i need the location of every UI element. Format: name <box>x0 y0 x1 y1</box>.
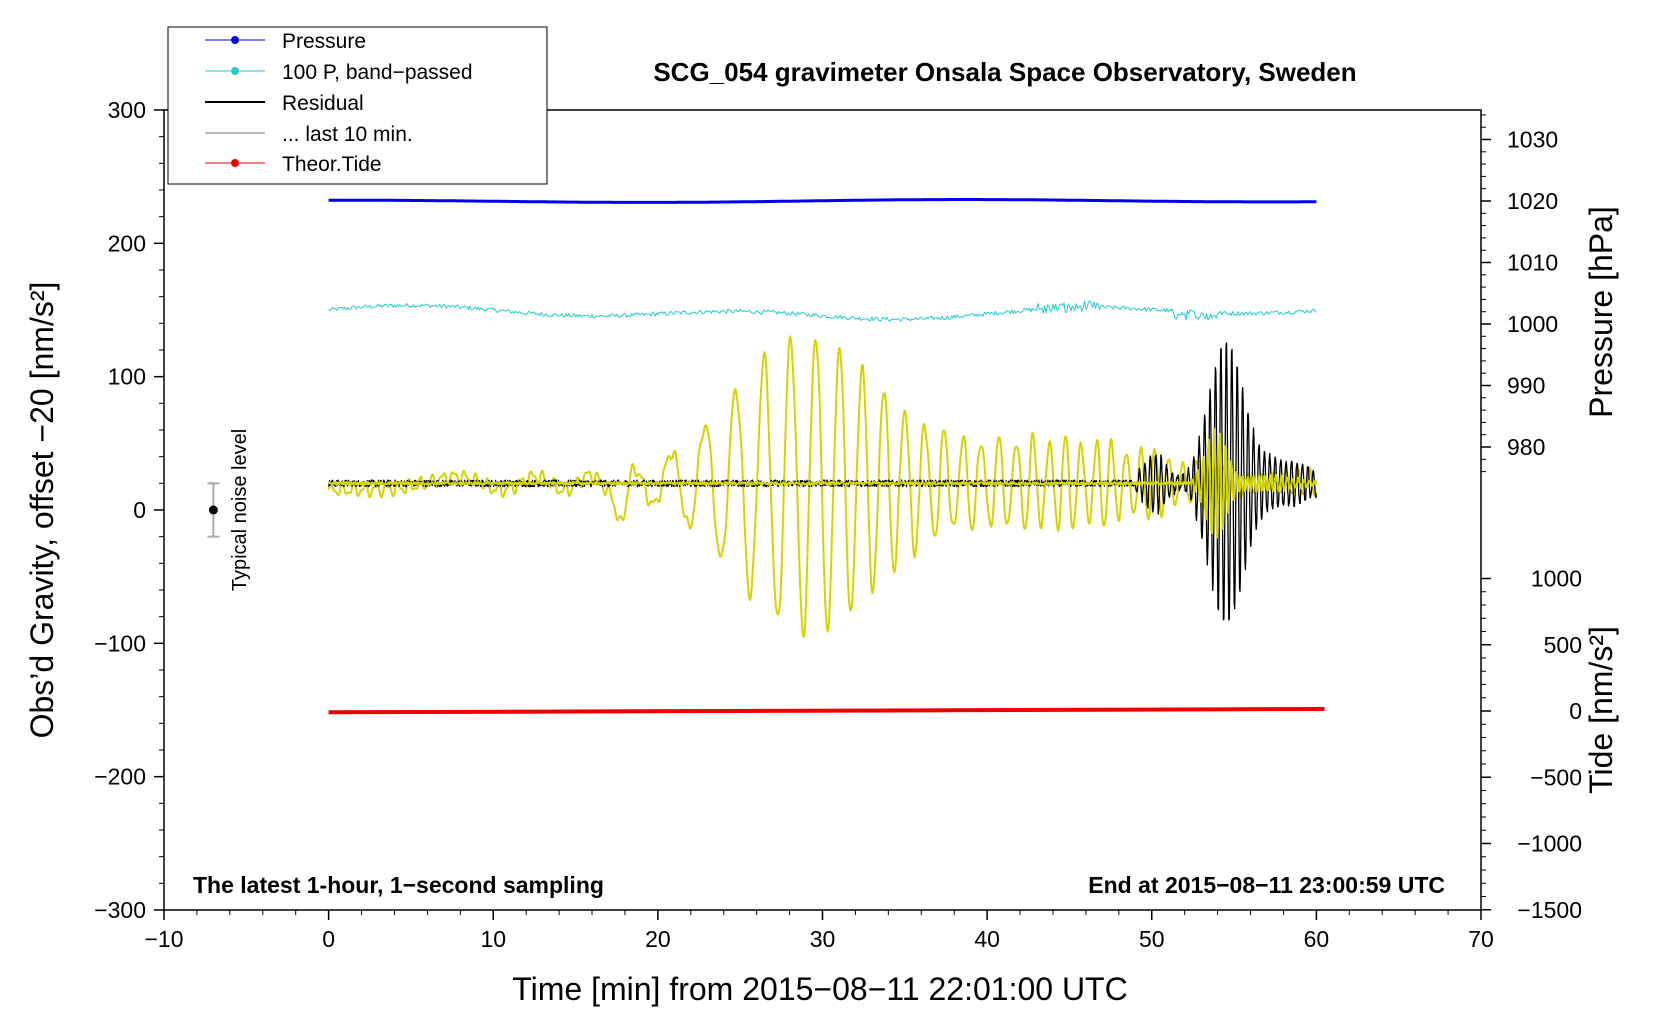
pressure-tick-label: 980 <box>1507 434 1545 460</box>
pressure-tick-label: 1030 <box>1507 127 1558 153</box>
tide-axis-ticks: 1000 500 0 −500 −1000 −1500 <box>1481 566 1582 923</box>
tide-tick-label: −1500 <box>1517 897 1582 923</box>
legend-item-pressure: Pressure <box>205 30 366 53</box>
y-tick-label: 100 <box>108 364 146 390</box>
legend-label-bandpassed: 100 P, band−passed <box>282 61 473 84</box>
x-axis-ticks: −10 0 10 20 30 40 50 60 70 <box>144 910 1494 952</box>
x-tick-label: 0 <box>322 926 335 952</box>
noise-level-marker <box>207 482 220 538</box>
pressure-tick-label: 1020 <box>1507 188 1558 214</box>
x-tick-label: 50 <box>1139 926 1165 952</box>
legend-label-tide: Theor.Tide <box>282 153 382 176</box>
pressure-tick-label: 1000 <box>1507 311 1558 337</box>
x-tick-label: 20 <box>645 926 671 952</box>
left-axis-label: Obs’d Gravity, offset −20 [nm/s²] <box>24 282 60 739</box>
tide-tick-label: 0 <box>1569 698 1582 724</box>
left-axis-ticks: 300 200 100 0 −100 −200 −300 <box>94 97 164 923</box>
legend-label-last10: ... last 10 min. <box>282 123 413 146</box>
x-tick-label: 40 <box>974 926 1000 952</box>
y-tick-label: −200 <box>94 764 146 790</box>
y-tick-label: 0 <box>133 497 146 523</box>
x-tick-label: 30 <box>810 926 836 952</box>
x-tick-label: 70 <box>1468 926 1494 952</box>
x-tick-label: 60 <box>1304 926 1330 952</box>
legend-item-residual: Residual <box>205 92 364 115</box>
y-tick-label: −100 <box>94 630 146 656</box>
legend-item-tide: Theor.Tide <box>205 153 382 176</box>
series-tide <box>328 707 1325 715</box>
legend-label-residual: Residual <box>282 92 364 115</box>
pressure-axis-label: Pressure [hPa] <box>1583 206 1619 418</box>
x-tick-label: 10 <box>480 926 506 952</box>
tide-tick-label: −500 <box>1530 764 1582 790</box>
series-pressure <box>328 198 1317 204</box>
noise-level-label: Typical noise level <box>229 429 251 591</box>
tide-tick-label: 500 <box>1544 632 1582 658</box>
legend: Pressure 100 P, band−passed Residual ...… <box>167 26 548 185</box>
x-tick-label: −10 <box>144 926 183 952</box>
legend-box <box>167 26 548 185</box>
legend-label-pressure: Pressure <box>282 30 366 53</box>
chart-title: SCG_054 gravimeter Onsala Space Observat… <box>653 57 1356 87</box>
series-layer <box>327 198 1325 715</box>
y-tick-label: −300 <box>94 897 146 923</box>
tide-tick-label: 1000 <box>1531 566 1582 592</box>
series-bandpassed <box>328 300 1317 322</box>
y-tick-label: 200 <box>108 230 146 256</box>
legend-marker-bandpassed <box>231 67 239 75</box>
legend-item-bandpassed: 100 P, band−passed <box>205 61 473 84</box>
pressure-tick-label: 990 <box>1507 373 1545 399</box>
pressure-tick-label: 1010 <box>1507 250 1558 276</box>
annotation-sampling: The latest 1-hour, 1−second sampling <box>193 872 604 898</box>
legend-marker-pressure <box>231 36 239 44</box>
y-tick-label: 300 <box>108 97 146 123</box>
noise-center-dot <box>208 505 218 515</box>
pressure-axis-ticks: 1030 1020 1010 1000 990 980 <box>1481 114 1558 473</box>
tide-tick-label: −1000 <box>1517 831 1582 857</box>
x-axis-label: Time [min] from 2015−08−11 22:01:00 UTC <box>512 971 1127 1007</box>
annotation-end-time: End at 2015−08−11 23:00:59 UTC <box>1088 872 1445 898</box>
legend-item-last10: ... last 10 min. <box>205 123 413 146</box>
tide-axis-label: Tide [nm/s²] <box>1583 626 1619 794</box>
legend-marker-tide <box>231 159 239 167</box>
series-residual-lowpass <box>328 427 1318 539</box>
